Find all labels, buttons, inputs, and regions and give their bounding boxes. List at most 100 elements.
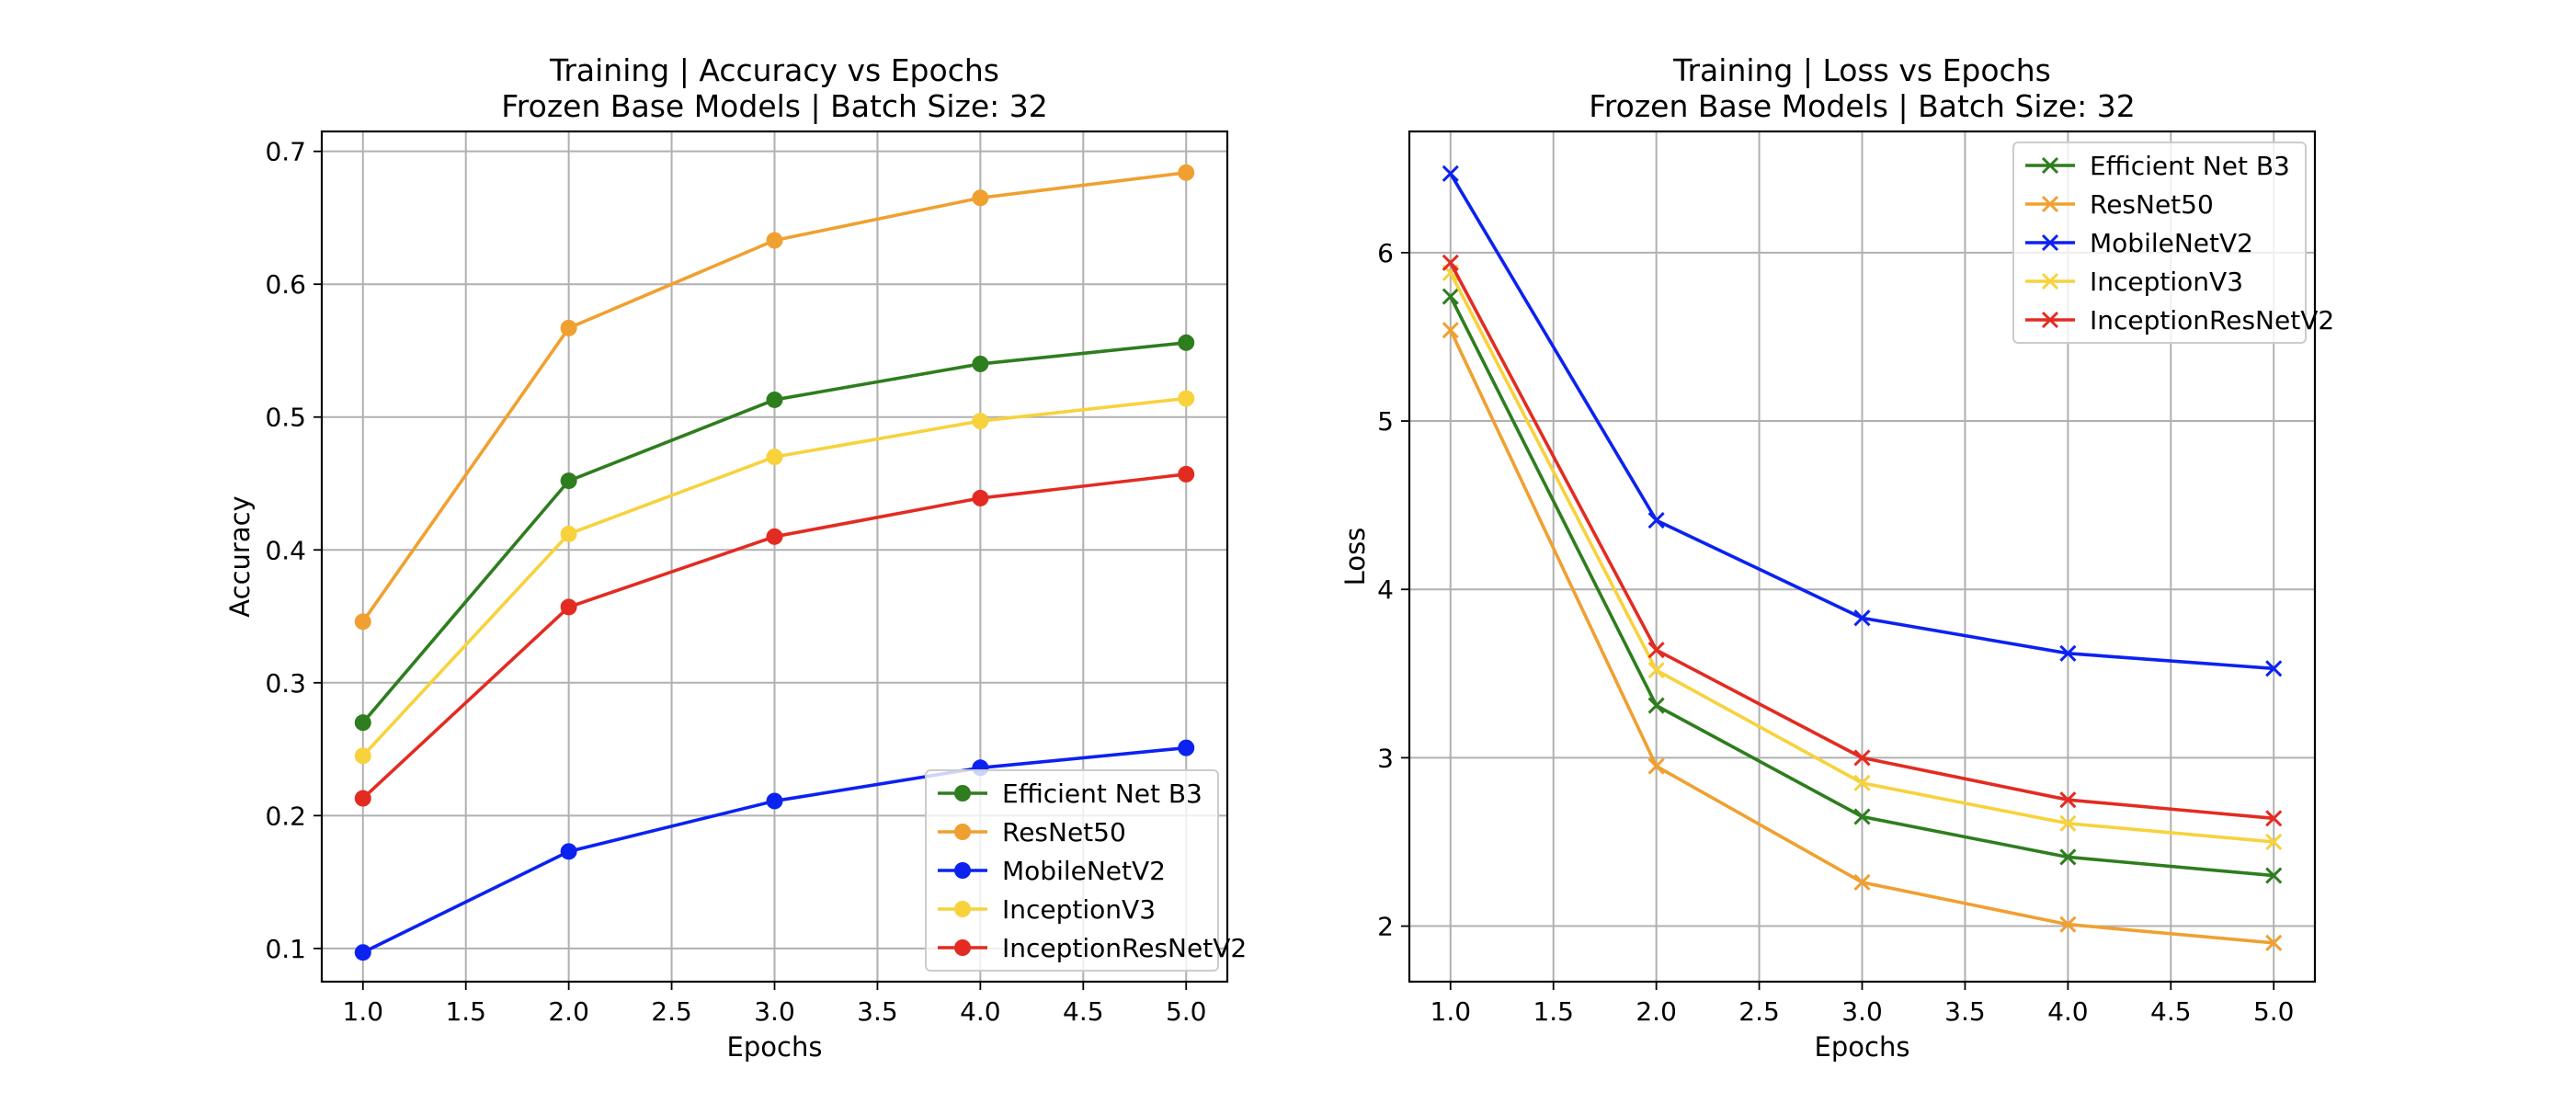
data-point (1178, 390, 1195, 407)
data-point (972, 413, 989, 430)
x-tick-label: 4.5 (1063, 996, 1104, 1027)
legend-box (2012, 142, 2307, 344)
series-mobilenetv2 (1442, 165, 2283, 677)
data-point (2265, 867, 2283, 884)
data-point (972, 489, 989, 506)
data-point (354, 790, 371, 807)
series-mobilenetv2 (354, 739, 1195, 961)
x-tick-label: 5.0 (2253, 996, 2295, 1027)
data-point (354, 747, 371, 765)
y-tick-label: 0.1 (265, 934, 306, 964)
series-inceptionresnetv2 (1442, 254, 2283, 827)
chart-subtitle: Frozen Base Models | Batch Size: 32 (1589, 88, 2136, 124)
chart-title: Training | Loss vs Epochs (1672, 52, 2051, 88)
legend-marker (2041, 156, 2059, 175)
legend-marker (954, 862, 971, 879)
x-tick-label: 4.0 (960, 996, 1001, 1027)
legend-item: InceptionResNetV2 (2025, 305, 2334, 335)
legend-marker (954, 824, 971, 840)
y-tick-label: 0.7 (265, 137, 306, 167)
data-point (1178, 739, 1195, 756)
legend-label: MobileNetV2 (2090, 228, 2253, 258)
data-point (972, 355, 989, 372)
legend: Efficient Net B3 ResNet50 MobileNetV2 Incep… (925, 769, 1247, 972)
data-point (354, 944, 371, 961)
data-point (2265, 934, 2283, 951)
data-point (1647, 662, 1665, 679)
chart-title: Training | Accuracy vs Epochs (549, 52, 999, 88)
x-tick-label: 1.0 (1430, 996, 1472, 1027)
x-tick-label: 1.5 (445, 996, 486, 1027)
legend-item: ResNet50 (2025, 189, 2214, 220)
data-point (766, 391, 783, 408)
data-point (560, 843, 577, 860)
series-efficient-net-b3 (1442, 288, 2283, 884)
x-axis-label: Epochs (1815, 1031, 1910, 1063)
legend-marker (2041, 272, 2059, 290)
data-point (972, 189, 989, 207)
data-point (1647, 512, 1665, 529)
legend-marker (954, 901, 971, 917)
x-tick-label: 2.0 (1636, 996, 1677, 1027)
legend-item: ResNet50 (938, 817, 1126, 847)
data-point (766, 528, 783, 545)
x-tick-label: 2.5 (1738, 996, 1780, 1027)
plot-frame (1408, 130, 2317, 984)
x-tick-label: 4.0 (2047, 996, 2089, 1027)
data-point (560, 525, 577, 542)
data-point (2059, 791, 2077, 809)
legend-label: InceptionV3 (1002, 894, 1156, 925)
x-tick-label: 5.0 (1166, 996, 1207, 1027)
data-point (2059, 915, 2077, 933)
x-tick-label: 1.0 (343, 996, 384, 1027)
y-axis-label: Accuracy (224, 495, 256, 617)
legend-label: InceptionV3 (2090, 267, 2243, 297)
data-point (2059, 848, 2077, 866)
y-tick-label: 6 (1377, 238, 1394, 268)
y-tick-label: 0.2 (265, 801, 306, 831)
x-tick-label: 3.0 (754, 996, 795, 1027)
y-tick-label: 2 (1377, 912, 1394, 942)
data-point (1853, 749, 1871, 767)
series-inceptionv3 (1442, 264, 2283, 851)
data-point (1647, 757, 1665, 775)
data-point (1178, 334, 1195, 351)
legend-item: MobileNetV2 (2025, 228, 2253, 258)
legend-item: InceptionV3 (2025, 267, 2243, 297)
legend-marker (2041, 195, 2059, 213)
legend-label: InceptionResNetV2 (1002, 933, 1247, 963)
data-point (2265, 660, 2283, 677)
x-axis-label: Epochs (727, 1031, 823, 1063)
y-tick-label: 4 (1377, 574, 1394, 605)
legend-marker (954, 939, 971, 956)
data-point (560, 472, 577, 490)
data-point (1647, 642, 1665, 659)
legend-item: MobileNetV2 (938, 856, 1166, 886)
legend-label: Efficient Net B3 (1002, 779, 1203, 809)
data-point (354, 714, 371, 732)
data-point (1853, 873, 1871, 891)
data-point (1442, 322, 1459, 339)
legend: Efficient Net B3 ResNet50 MobileNetV2 Incep… (2012, 142, 2334, 344)
data-point (560, 319, 577, 336)
legend-item: Efficient Net B3 (2025, 151, 2290, 181)
data-point (2059, 644, 2077, 662)
x-tick-label: 3.5 (857, 996, 898, 1027)
legend-marker (954, 785, 971, 802)
data-point (2265, 810, 2283, 827)
data-point (2059, 814, 2077, 832)
y-tick-label: 0.6 (265, 269, 306, 300)
data-point (1647, 697, 1665, 714)
series-efficient-net-b3 (354, 334, 1195, 732)
x-tick-label: 3.0 (1841, 996, 1883, 1027)
series-resnet50 (1442, 322, 2283, 951)
data-point (1442, 254, 1459, 271)
x-tick-label: 2.5 (651, 996, 692, 1027)
data-point (1178, 164, 1195, 181)
x-tick-label: 2.0 (548, 996, 589, 1027)
legend-label: ResNet50 (2090, 189, 2214, 220)
data-point (1853, 808, 1871, 825)
data-point (766, 449, 783, 466)
legend-label: InceptionResNetV2 (2090, 305, 2334, 335)
